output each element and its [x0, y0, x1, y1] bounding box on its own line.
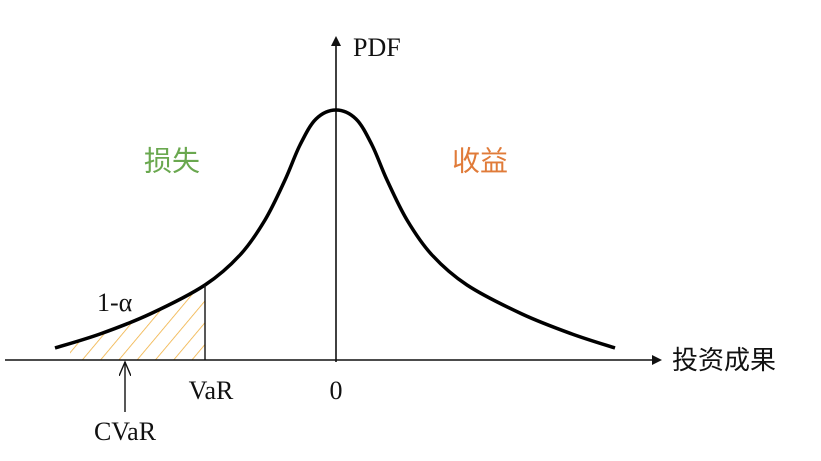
pdf-curve: [54, 108, 616, 350]
var-label: VaR: [189, 376, 234, 405]
cvar-label: CVaR: [94, 417, 157, 446]
loss-label: 损失: [144, 145, 200, 177]
y-label: PDF: [353, 33, 401, 62]
x-label: 投资成果: [672, 346, 776, 375]
gain-label: 收益: [452, 145, 508, 177]
origin-label: 0: [330, 376, 343, 405]
tail-label: 1-α: [97, 288, 133, 317]
tail-hatch: [70, 285, 205, 360]
